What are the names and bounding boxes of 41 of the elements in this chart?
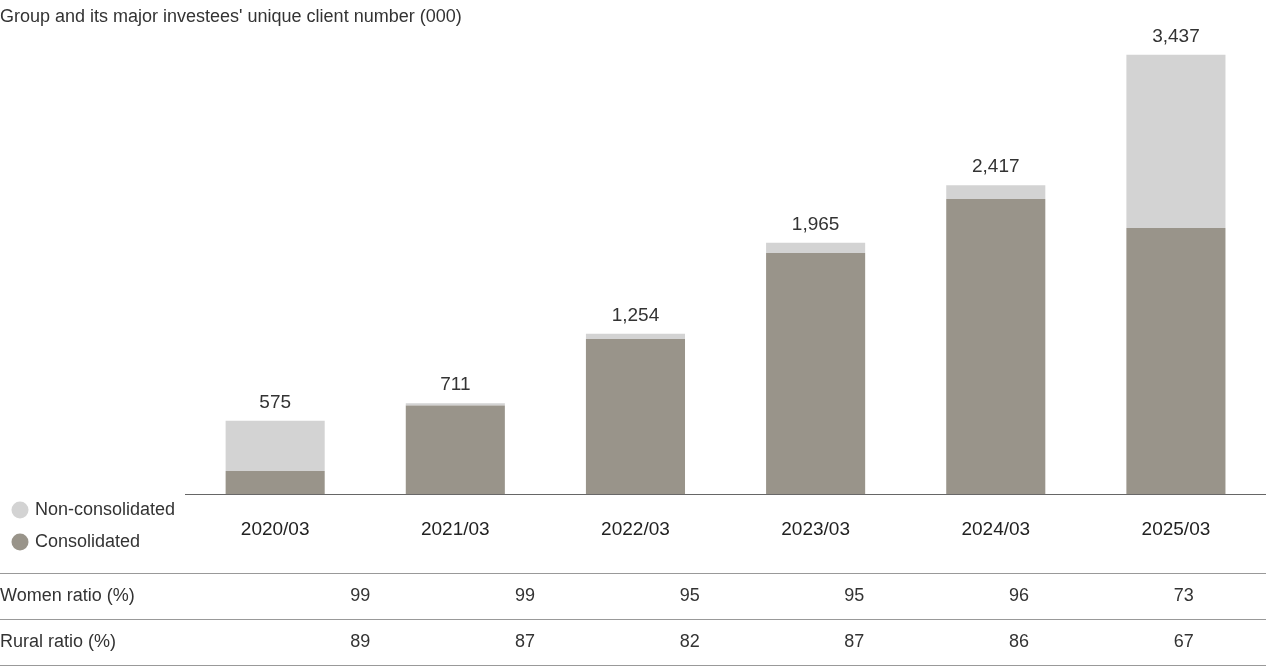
data-label: 99 xyxy=(350,584,371,605)
x-tick-label: 2021/03 xyxy=(420,517,490,539)
x-tick-label: 2025/03 xyxy=(1141,517,1211,539)
bar xyxy=(585,333,686,340)
data-label: 95 xyxy=(844,584,865,605)
x-tick-label: 2024/03 xyxy=(961,517,1031,539)
x-tick-label: 2023/03 xyxy=(781,517,850,539)
bar xyxy=(405,405,505,495)
bar xyxy=(1126,227,1226,495)
data-label: 96 xyxy=(1008,584,1030,605)
chart-title: Group and its major investees' unique client number (000) xyxy=(0,5,462,26)
annotation: 3,437 xyxy=(1152,24,1200,46)
data-label: 87 xyxy=(514,630,536,651)
bar xyxy=(225,420,325,471)
bar xyxy=(225,470,325,495)
x-tick-label: 2022/03 xyxy=(601,517,670,539)
data-label: 67 xyxy=(1173,630,1194,651)
data-label: 99 xyxy=(514,584,536,605)
data-label: 87 xyxy=(844,630,865,651)
legend-label: Non-consolidated xyxy=(35,498,176,519)
data-label: 73 xyxy=(1173,584,1194,605)
annotation: 711 xyxy=(440,372,471,394)
bar xyxy=(405,403,505,406)
data-label: 86 xyxy=(1008,630,1030,651)
annotation: 1,254 xyxy=(611,303,660,325)
y-tick-label: Women ratio (%) xyxy=(0,584,135,605)
data-label: 95 xyxy=(679,584,700,605)
bar xyxy=(946,185,1046,199)
annotation: 575 xyxy=(259,390,292,412)
y-tick-label: Rural ratio (%) xyxy=(0,630,117,651)
annotation: 2,417 xyxy=(972,155,1020,177)
data-label: 82 xyxy=(679,630,700,651)
annotation: 1,965 xyxy=(791,212,840,234)
data-label: 89 xyxy=(350,630,371,651)
bar xyxy=(766,242,866,253)
bar xyxy=(585,339,686,495)
legend-label: Consolidated xyxy=(35,530,141,551)
x-tick-label: 2020/03 xyxy=(240,517,310,539)
bar xyxy=(1126,54,1226,228)
bar xyxy=(766,252,866,495)
bar xyxy=(946,198,1046,495)
